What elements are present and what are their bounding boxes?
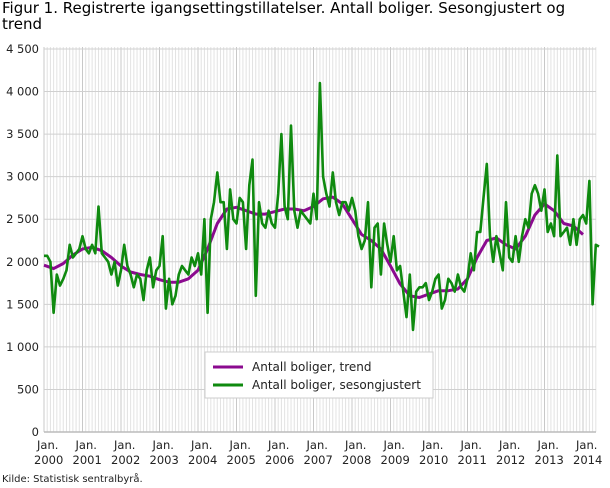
y-tick-label: 2 500 xyxy=(6,212,39,226)
x-tick-label-year: 2005 xyxy=(227,453,256,467)
x-tick-label-year: 2000 xyxy=(34,453,63,467)
x-tick-label-year: 2004 xyxy=(188,453,217,467)
x-tick-label-year: 2014 xyxy=(573,453,602,467)
x-tick-label-month: Jan. xyxy=(267,438,289,452)
x-tick-label-month: Jan. xyxy=(537,438,559,452)
x-tick-label-month: Jan. xyxy=(306,438,328,452)
legend-box xyxy=(204,351,434,399)
x-axis: Jan.2000Jan.2001Jan.2002Jan.2003Jan.2004… xyxy=(34,438,602,467)
x-tick-label-month: Jan. xyxy=(383,438,405,452)
source-note: Kilde: Statistisk sentralbyrå. xyxy=(2,474,143,485)
seasonal-adjusted-line xyxy=(44,81,600,332)
x-tick-label-month: Jan. xyxy=(75,438,97,452)
x-tick-label-year: 2010 xyxy=(419,453,448,467)
x-tick-label-year: 2011 xyxy=(458,453,487,467)
x-tick-label-month: Jan. xyxy=(229,438,251,452)
y-tick-label: 3 000 xyxy=(6,170,39,184)
legend-label-trend: Antall boliger, trend xyxy=(252,360,372,374)
y-tick-label: 1 500 xyxy=(6,297,39,311)
x-tick-label-month: Jan. xyxy=(344,438,366,452)
y-tick-label: 0 xyxy=(32,425,39,439)
x-tick-label-month: Jan. xyxy=(498,438,520,452)
chart-title: Figur 1. Registrerte igangsettingstillat… xyxy=(2,0,566,33)
y-tick-label: 4 500 xyxy=(6,42,39,56)
x-tick-label-year: 2013 xyxy=(535,453,564,467)
x-tick-label-year: 2003 xyxy=(150,453,179,467)
x-tick-label-year: 2012 xyxy=(496,453,525,467)
x-tick-label-month: Jan. xyxy=(113,438,135,452)
series-lines xyxy=(43,81,600,332)
y-tick-label: 500 xyxy=(17,382,39,396)
x-tick-label-month: Jan. xyxy=(152,438,174,452)
y-tick-label: 1 000 xyxy=(6,340,39,354)
x-tick-label-year: 2009 xyxy=(381,453,410,467)
y-tick-label: 4 000 xyxy=(6,85,39,99)
y-tick-label: 3 500 xyxy=(6,127,39,141)
x-tick-label-year: 2006 xyxy=(265,453,294,467)
x-tick-label-year: 2008 xyxy=(342,453,371,467)
x-tick-label-month: Jan. xyxy=(421,438,443,452)
legend: Antall boliger, trend Antall boliger, se… xyxy=(204,351,434,399)
x-tick-label-year: 2002 xyxy=(111,453,140,467)
x-tick-label-month: Jan. xyxy=(190,438,212,452)
legend-label-seasonal: Antall boliger, sesongjustert xyxy=(252,378,421,392)
y-tick-label: 2 000 xyxy=(6,255,39,269)
trend-line xyxy=(43,195,584,299)
x-tick-label-month: Jan. xyxy=(575,438,597,452)
x-tick-label-year: 2007 xyxy=(304,453,333,467)
x-tick-label-month: Jan. xyxy=(460,438,482,452)
x-tick-label-year: 2001 xyxy=(73,453,102,467)
x-tick-label-month: Jan. xyxy=(36,438,58,452)
